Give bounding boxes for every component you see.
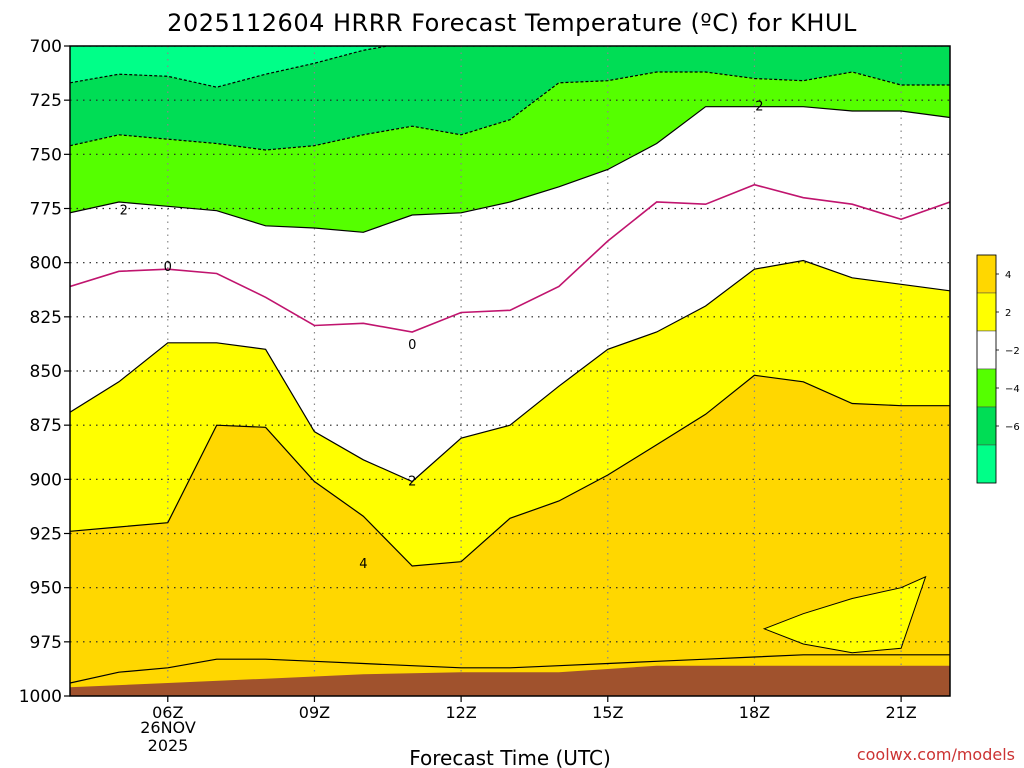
y-tick-label: 850 xyxy=(30,362,62,382)
terrain-fill xyxy=(70,665,950,696)
x-date-day: 26NOV xyxy=(140,718,196,737)
colorbar-label: 2 xyxy=(1005,308,1011,319)
contour-label: 2 xyxy=(755,100,763,115)
colorbar-swatch xyxy=(976,368,997,408)
y-axis: 700 725 750 775 800 825 850 875 900 925 950 975 1000 xyxy=(19,37,70,707)
x-tick-label: 09Z xyxy=(299,703,330,722)
colorbar-swatch xyxy=(976,330,997,370)
x-axis: 06Z 09Z 12Z 15Z 18Z 21Z xyxy=(152,696,917,722)
y-tick-label: 750 xyxy=(30,145,62,165)
colorbar-swatch xyxy=(976,444,997,484)
contour-line-level-2 xyxy=(70,259,950,483)
contour-line-level-4 xyxy=(70,654,950,684)
colorbar-label: 4 xyxy=(1005,270,1011,281)
y-tick-label: 925 xyxy=(30,525,62,545)
colorbar-swatch xyxy=(976,292,997,332)
y-tick-label: 800 xyxy=(30,254,62,274)
chart-title: 2025112604 HRRR Forecast Temperature (ºC… xyxy=(167,9,857,37)
colorbar: 4 2 −2 −4 −6 xyxy=(976,254,1020,484)
band-minus-4-to-minus-2 xyxy=(70,46,950,150)
contour-line-level-2 xyxy=(70,106,950,233)
band-below-minus-4 xyxy=(70,46,950,88)
y-tick-label: 975 xyxy=(30,633,62,653)
y-tick-label: 900 xyxy=(30,470,62,490)
band-minus-2-to-0 xyxy=(70,72,950,233)
colorbar-frame xyxy=(976,254,997,484)
contour-label: 2 xyxy=(120,204,128,219)
y-tick-label: 775 xyxy=(30,200,62,220)
band-2-to-4 xyxy=(70,260,950,566)
band-near-zero xyxy=(70,106,950,482)
contour-label: 2 xyxy=(408,475,416,490)
contour-line-level-minus-2 xyxy=(70,71,950,151)
colorbar-label: −6 xyxy=(1005,422,1020,433)
y-tick-label: 700 xyxy=(30,37,62,57)
temperature-bands xyxy=(70,46,950,688)
y-tick-label: 825 xyxy=(30,308,62,328)
colorbar-label: −4 xyxy=(1005,384,1020,395)
colorbar-swatch xyxy=(976,406,997,446)
x-date-year: 2025 xyxy=(148,736,189,755)
x-tick-label: 18Z xyxy=(739,703,770,722)
x-tick-label: 06Z xyxy=(152,703,183,722)
x-tick-label: 21Z xyxy=(885,703,916,722)
contour-labels: 2 0 0 2 4 2 xyxy=(120,100,764,572)
y-tick-label: 950 xyxy=(30,579,62,599)
credit-label: coolwx.com/models xyxy=(857,745,1015,764)
contour-label: 0 xyxy=(408,338,416,353)
y-tick-label: 725 xyxy=(30,91,62,111)
warm-pocket-band xyxy=(762,575,927,654)
colorbar-label: −2 xyxy=(1005,346,1020,357)
contour-label: 0 xyxy=(164,260,172,275)
x-axis-label: Forecast Time (UTC) xyxy=(409,746,611,768)
x-tick-label: 12Z xyxy=(445,703,476,722)
grid-lines xyxy=(70,46,950,696)
plot-area xyxy=(70,46,950,696)
near-surface-band xyxy=(70,654,950,688)
contour-line-level-0 xyxy=(70,183,950,333)
terrain-layer xyxy=(70,665,950,696)
x-tick-label: 15Z xyxy=(592,703,623,722)
contour-lines xyxy=(70,46,950,684)
contour-label: 4 xyxy=(359,557,367,572)
y-tick-label: 1000 xyxy=(19,687,62,707)
y-tick-label: 875 xyxy=(30,416,62,436)
colorbar-swatch xyxy=(976,254,997,294)
contour-line-level-4 xyxy=(70,374,950,567)
